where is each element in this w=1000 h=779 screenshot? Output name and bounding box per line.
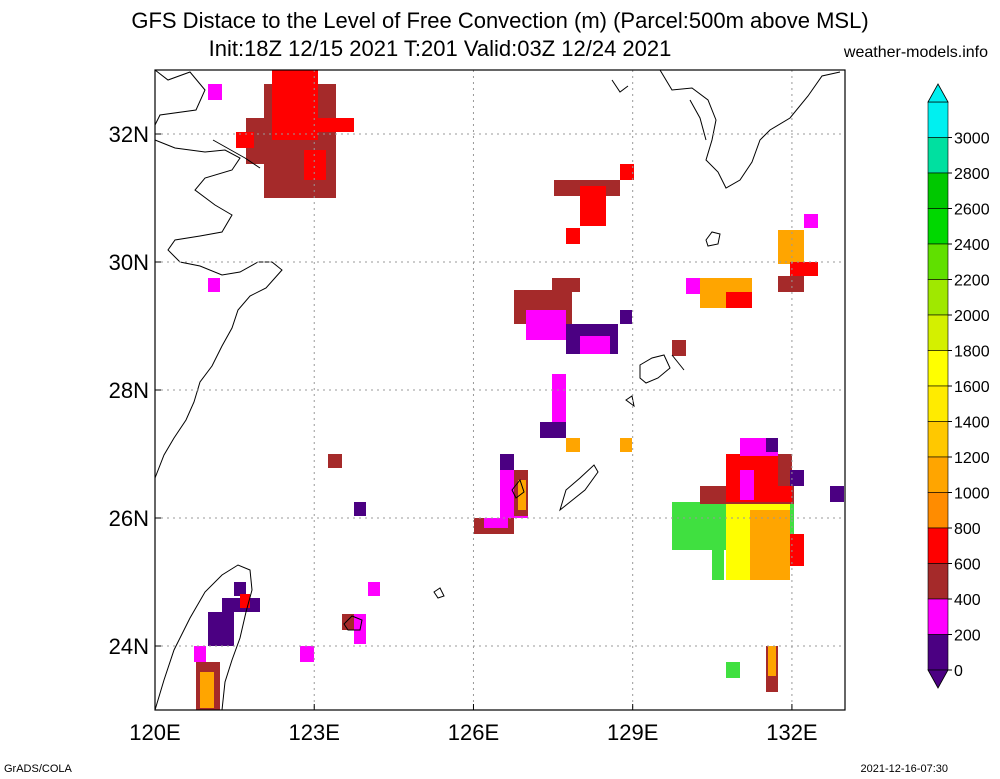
colorbar-label: 2800 xyxy=(954,166,990,183)
colorbar-segment xyxy=(927,243,949,280)
colorbar-label: 600 xyxy=(954,557,981,574)
colorbar-max-arrow xyxy=(927,83,949,103)
colorbar-segment xyxy=(927,492,949,529)
coastline xyxy=(154,69,841,711)
site-credit: weather-models.info xyxy=(843,44,988,61)
colorbar-segment xyxy=(927,634,949,671)
lfc-shading xyxy=(194,70,844,710)
colorbar-label: 1400 xyxy=(954,415,990,432)
colorbar-label: 2600 xyxy=(954,202,990,219)
colorbar-segment xyxy=(927,598,949,635)
map-title: GFS Distace to the Level of Free Convect… xyxy=(131,8,869,33)
colorbar-segment xyxy=(927,172,949,209)
colorbar-label: 800 xyxy=(954,521,981,538)
colorbar-label: 1200 xyxy=(954,450,990,467)
colorbar-label: 1600 xyxy=(954,379,990,396)
colorbar-segment xyxy=(927,101,949,138)
map-subtitle: Init:18Z 12/15 2021 T:201 Valid:03Z 12/2… xyxy=(208,36,672,61)
colorbar: 0 200 400 600 800 1000 1200 1400 1600 1800 2000 220… xyxy=(927,83,990,689)
lon-tick-label: 132E xyxy=(766,720,817,745)
colorbar-segment xyxy=(927,421,949,458)
lat-tick-label: 32N xyxy=(109,122,149,147)
lon-tick-label: 123E xyxy=(289,720,340,745)
colorbar-label: 400 xyxy=(954,592,981,609)
lat-tick-label: 28N xyxy=(109,378,149,403)
lon-tick-label: 120E xyxy=(129,720,180,745)
colorbar-segment xyxy=(927,208,949,245)
colorbar-label: 1000 xyxy=(954,486,990,503)
colorbar-segment xyxy=(927,385,949,422)
footer-timestamp: 2021-12-16-07:30 xyxy=(860,763,948,775)
colorbar-label: 2000 xyxy=(954,308,990,325)
colorbar-segment xyxy=(927,563,949,600)
colorbar-segment xyxy=(927,527,949,564)
lat-lon-grid xyxy=(155,70,845,710)
colorbar-segment xyxy=(927,350,949,387)
colorbar-label: 2200 xyxy=(954,273,990,290)
colorbar-segment xyxy=(927,137,949,174)
lon-tick-label: 126E xyxy=(448,720,499,745)
colorbar-label: 0 xyxy=(954,663,963,680)
colorbar-min-arrow xyxy=(927,669,949,689)
lat-tick-label: 30N xyxy=(109,250,149,275)
lat-tick-label: 24N xyxy=(109,634,149,659)
colorbar-segment xyxy=(927,314,949,351)
colorbar-label: 3000 xyxy=(954,131,990,148)
colorbar-label: 2400 xyxy=(954,237,990,254)
colorbar-label: 1800 xyxy=(954,344,990,361)
lat-tick-label: 26N xyxy=(109,506,149,531)
colorbar-segment xyxy=(927,456,949,493)
colorbar-label: 200 xyxy=(954,628,981,645)
footer-credit: GrADS/COLA xyxy=(4,763,72,775)
colorbar-segment xyxy=(927,279,949,316)
lon-tick-label: 129E xyxy=(607,720,658,745)
axis-labels: 120E 123E 126E 129E 132E 24N 26N 28N 30N 32N xyxy=(109,122,818,745)
